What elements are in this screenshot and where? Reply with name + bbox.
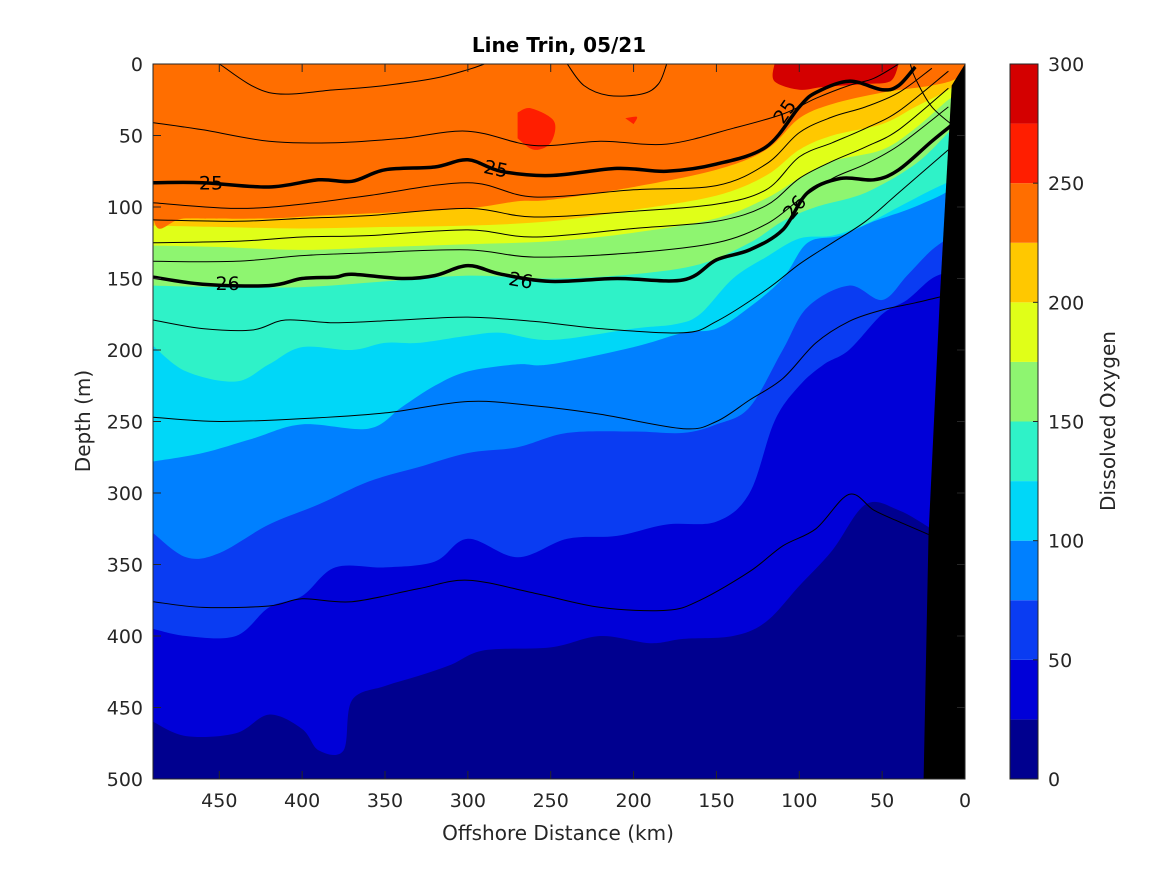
colorbar-tick-label: 0 — [1048, 769, 1060, 791]
density-contour-bold — [153, 65, 917, 189]
oxygen-band-225 — [153, 64, 965, 229]
y-tick-label: 250 — [107, 412, 143, 434]
x-tick-label: 300 — [450, 790, 486, 812]
y-tick-label: 0 — [131, 54, 143, 76]
contour-fills — [153, 64, 965, 779]
density-contour — [153, 295, 946, 430]
contour-label: 25 — [199, 173, 223, 195]
y-tick-label: 100 — [107, 197, 143, 219]
x-axis: 450 400 350 300 250 200 150 100 50 0 — [201, 64, 971, 812]
density-contour — [153, 64, 899, 147]
density-contour — [153, 106, 949, 263]
x-axis-label: Offshore Distance (km) — [442, 821, 674, 845]
density-contour — [909, 64, 958, 129]
contour-label-text: 26 — [507, 268, 535, 294]
density-contour — [153, 493, 933, 612]
x-tick-label: 450 — [201, 790, 237, 812]
colorbar — [1009, 63, 1039, 780]
colorbar-tick-label: 250 — [1048, 173, 1084, 195]
colorbar-segment — [1010, 600, 1038, 660]
colorbar-tick-label: 150 — [1048, 412, 1084, 434]
bathymetry-fill — [923, 64, 965, 779]
x-tick-label: 350 — [367, 790, 403, 812]
density-contour-bold — [153, 119, 958, 288]
colorbar-segment — [1010, 719, 1038, 779]
colorbar-segment — [1010, 123, 1038, 184]
colorbar-tick-label: 300 — [1048, 54, 1084, 76]
x-tick-label: 150 — [698, 790, 734, 812]
colorbar-tick-label: 200 — [1048, 292, 1084, 314]
x-tick-label: 50 — [870, 790, 894, 812]
colorbar-label: Dissolved Oxygen — [1096, 331, 1120, 511]
y-axis-label: Depth (m) — [71, 370, 95, 472]
density-contour — [153, 67, 933, 209]
colorbar-segment — [1010, 540, 1038, 601]
colorbar-segment — [1010, 421, 1038, 482]
y-tick-label: 200 — [107, 340, 143, 362]
colorbar-segment — [1010, 183, 1038, 243]
colorbar-segment — [1010, 659, 1038, 720]
contour-label-text: 25 — [482, 156, 510, 183]
x-tick-label: 100 — [781, 790, 817, 812]
colorbar-tick-label: 100 — [1048, 531, 1084, 553]
colorbar-segment — [1010, 64, 1038, 124]
y-tick-label: 150 — [107, 269, 143, 291]
contour-label: 26 — [216, 273, 240, 295]
colorbar-segment — [1010, 302, 1038, 362]
contour-label-text: 26 — [216, 273, 240, 295]
y-tick-label: 50 — [119, 126, 143, 148]
colorbar-segment — [1010, 481, 1038, 541]
x-tick-label: 400 — [284, 790, 320, 812]
contour-label: 26 — [507, 268, 535, 294]
y-tick-label: 500 — [107, 769, 143, 791]
y-axis: 0 50 100 150 200 250 300 350 400 450 500 — [107, 54, 965, 791]
colorbar-axis: 0 50 100 150 200 250 300 — [1033, 54, 1084, 791]
contour-label-text: 25 — [199, 173, 223, 195]
density-contour — [153, 87, 949, 244]
colorbar-segment — [1010, 361, 1038, 422]
density-contour — [153, 70, 949, 222]
y-tick-label: 300 — [107, 483, 143, 505]
chart-title: Line Trin, 05/21 — [472, 33, 646, 57]
oxygen-patch-0 — [517, 108, 556, 150]
density-contour — [153, 149, 949, 334]
contour-label: 25 — [482, 156, 510, 183]
y-tick-label: 350 — [107, 555, 143, 577]
colorbar-segment — [1010, 242, 1038, 303]
bathymetry — [923, 64, 965, 779]
y-tick-label: 450 — [107, 698, 143, 720]
y-tick-label: 400 — [107, 626, 143, 648]
density-contour — [566, 64, 668, 97]
colorbar-tick-label: 50 — [1048, 650, 1072, 672]
x-tick-label: 200 — [615, 790, 651, 812]
oxygen-patch-1 — [625, 116, 638, 125]
x-tick-label: 250 — [533, 790, 569, 812]
x-tick-label: 0 — [959, 790, 971, 812]
